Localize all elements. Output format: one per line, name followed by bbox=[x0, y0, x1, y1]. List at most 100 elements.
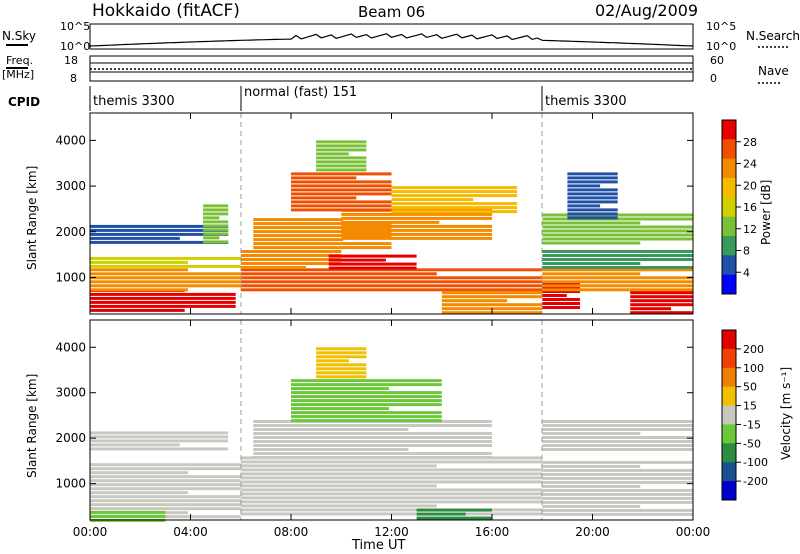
velocity-colorbar-label: Velocity [m s⁻¹] bbox=[779, 367, 793, 460]
heatmap-cell bbox=[341, 220, 440, 224]
heatmap-cell bbox=[291, 200, 392, 204]
heatmap-region bbox=[630, 291, 693, 315]
heatmap-cell bbox=[328, 254, 417, 258]
velocity-colorbar-swatches bbox=[722, 330, 736, 501]
heatmap-cell bbox=[316, 140, 367, 144]
cpid-row: CPID themis 3300 normal (fast) 151 themi… bbox=[8, 85, 627, 111]
heatmap-cell bbox=[90, 240, 229, 244]
heatmap-cell bbox=[291, 415, 442, 419]
heatmap-cell bbox=[316, 152, 349, 156]
beam-title: Beam 06 bbox=[358, 3, 425, 21]
heatmap-cell bbox=[90, 228, 229, 232]
heatmap-cell bbox=[316, 148, 367, 152]
nsky-trace bbox=[89, 33, 694, 47]
heatmap-cell bbox=[90, 264, 241, 268]
heatmap-region bbox=[391, 186, 518, 214]
heatmap-cell bbox=[291, 176, 357, 180]
colorbar-tick-label: -50 bbox=[743, 437, 761, 450]
heatmap-region bbox=[90, 463, 241, 519]
heatmap-cell bbox=[253, 242, 392, 246]
heatmap-cell bbox=[441, 291, 543, 295]
heatmap-cell bbox=[203, 216, 220, 220]
heatmap-cell bbox=[291, 419, 442, 423]
heatmap-cell bbox=[253, 424, 492, 427]
x-tick-label: 08:00 bbox=[274, 525, 309, 539]
heatmap-region bbox=[328, 254, 417, 270]
heatmap-cell bbox=[542, 464, 641, 468]
heatmap-cell bbox=[542, 504, 641, 508]
heatmap-cell bbox=[328, 266, 417, 270]
heatmap-cell bbox=[90, 510, 166, 514]
x-tick-label: 00:00 bbox=[676, 525, 711, 539]
heatmap-region bbox=[253, 420, 492, 459]
y-tick-label: 3000 bbox=[55, 179, 86, 193]
heatmap-cell bbox=[240, 496, 543, 500]
y-tick-label: 4000 bbox=[55, 133, 86, 147]
heatmap-cell bbox=[240, 262, 342, 265]
heatmap-cell bbox=[391, 190, 518, 194]
heatmap-cell bbox=[253, 436, 492, 439]
heatmap-cell bbox=[90, 308, 185, 312]
heatmap-cell bbox=[542, 488, 694, 492]
x-tick-label: 16:00 bbox=[475, 525, 510, 539]
heatmap-cell bbox=[630, 299, 693, 303]
x-tick-label: 12:00 bbox=[374, 525, 409, 539]
heatmap-cell bbox=[90, 236, 180, 240]
heatmap-cell bbox=[291, 395, 442, 399]
colorbar-tick-label: 8 bbox=[743, 245, 750, 258]
velocity-x-axis: 00:00 04:00 08:00 12:00 16:00 20:00 00:00 bbox=[73, 320, 711, 539]
colorbar-swatch bbox=[722, 255, 736, 276]
heatmap-cell bbox=[316, 363, 367, 367]
heatmap-cell bbox=[253, 440, 492, 443]
heatmap-cell bbox=[630, 291, 693, 295]
heatmap-cell bbox=[341, 236, 493, 240]
colorbar-swatch bbox=[722, 197, 736, 218]
heatmap-cell bbox=[90, 300, 236, 304]
heatmap-cell bbox=[316, 347, 367, 351]
heatmap-region bbox=[542, 282, 580, 309]
heatmap-cell bbox=[630, 295, 693, 299]
heatmap-cell bbox=[542, 262, 641, 265]
heatmap-region bbox=[90, 256, 241, 268]
colorbar-tick-label: 24 bbox=[743, 158, 757, 171]
nsearch-tick-top: 10^5 bbox=[706, 20, 736, 33]
heatmap-cell bbox=[90, 447, 229, 451]
heatmap-cell bbox=[567, 200, 618, 204]
colorbar-swatch bbox=[722, 367, 736, 388]
heatmap-cell bbox=[240, 280, 543, 284]
velocity-heatmap-cells bbox=[90, 347, 694, 522]
heatmap-cell bbox=[542, 512, 694, 516]
colorbar-swatch bbox=[722, 139, 736, 160]
heatmap-cell bbox=[90, 232, 229, 236]
colorbar-tick-label: -100 bbox=[743, 456, 768, 469]
colorbar-swatch bbox=[722, 462, 736, 482]
heatmap-cell bbox=[542, 492, 694, 496]
heatmap-cell bbox=[542, 221, 641, 225]
heatmap-cell bbox=[203, 204, 229, 208]
heatmap-cell bbox=[542, 444, 694, 447]
heatmap-cell bbox=[316, 375, 367, 379]
heatmap-cell bbox=[253, 246, 392, 250]
nsky-tick-top: 10^5 bbox=[60, 20, 90, 33]
heatmap-region bbox=[90, 268, 241, 292]
heatmap-cell bbox=[567, 192, 618, 196]
heatmap-cell bbox=[567, 184, 601, 188]
heatmap-cell bbox=[567, 216, 618, 220]
heatmap-cell bbox=[90, 268, 188, 272]
heatmap-cell bbox=[542, 476, 694, 480]
nsearch-tick-bottom: 10^0 bbox=[706, 40, 736, 53]
heatmap-cell bbox=[630, 303, 693, 307]
heatmap-cell bbox=[240, 468, 543, 472]
heatmap-cell bbox=[90, 272, 241, 276]
heatmap-cell bbox=[90, 463, 241, 467]
heatmap-cell bbox=[542, 424, 694, 427]
heatmap-cell bbox=[240, 268, 543, 272]
colorbar-swatch bbox=[722, 330, 736, 350]
power-heatmap-cells bbox=[90, 140, 694, 315]
heatmap-cell bbox=[341, 212, 493, 216]
heatmap-cell bbox=[253, 226, 392, 230]
heatmap-cell bbox=[291, 204, 392, 208]
heatmap-cell bbox=[203, 208, 229, 212]
heatmap-cell bbox=[90, 471, 188, 475]
